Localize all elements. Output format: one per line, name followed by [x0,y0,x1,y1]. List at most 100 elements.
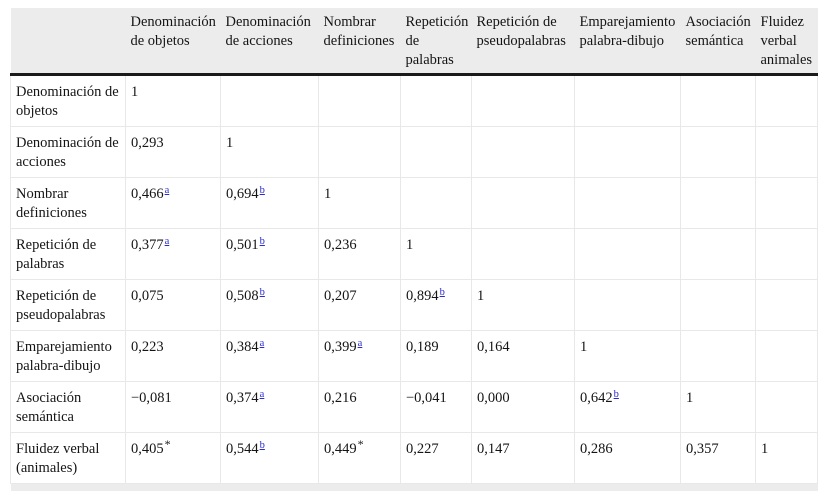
value-cell [575,280,681,331]
value-cell [472,75,575,127]
row-header: Denominación de objetos [11,75,126,127]
row-header: Repetición de pseudopalabras [11,280,126,331]
footnote-link-b[interactable]: b [260,236,265,247]
value-cell [472,127,575,178]
value-cell [756,127,818,178]
value-cell: 0,293 [126,127,221,178]
column-header: Asociación semántica [681,8,756,75]
value-cell [319,75,401,127]
value-cell: 0,894b [401,280,472,331]
value-cell [575,229,681,280]
footnote-link-b[interactable]: b [260,287,265,298]
column-header: Repetición de palabras [401,8,472,75]
value-cell: 0,357 [681,433,756,484]
value-cell: 0,189 [401,331,472,382]
column-header: Fluidez verbal animales [756,8,818,75]
footnote-link-a[interactable]: a [165,236,170,247]
value-cell [681,127,756,178]
value-cell: 1 [756,433,818,484]
footnote-link-b[interactable]: b [260,185,265,196]
value-cell [756,331,818,382]
value-cell: 0,236 [319,229,401,280]
value-cell: 0,466a [126,178,221,229]
column-header: Denominación de objetos [126,8,221,75]
value-cell [681,75,756,127]
footnote-link-b[interactable]: b [260,440,265,451]
value-cell [756,382,818,433]
value-cell: 0,544b [221,433,319,484]
value-cell: 0,399a [319,331,401,382]
value-cell [756,178,818,229]
value-cell: 0,164 [472,331,575,382]
value-cell: 0,207 [319,280,401,331]
value-cell [221,75,319,127]
row-header: Emparejamiento palabra-dibujo [11,331,126,382]
value-cell: −0,081 [126,382,221,433]
column-header: Emparejamiento palabra-dibujo [575,8,681,75]
value-cell [756,229,818,280]
table-footer [11,484,818,491]
row-header: Asociación semántica [11,382,126,433]
value-cell [401,127,472,178]
value-cell: 1 [221,127,319,178]
footnote-link-b[interactable]: b [614,389,619,400]
footnote-link-a[interactable]: a [260,338,265,349]
value-cell [681,229,756,280]
value-cell: 0,147 [472,433,575,484]
value-cell [575,178,681,229]
value-cell: 0,377a [126,229,221,280]
value-cell [681,178,756,229]
value-cell: 0,508b [221,280,319,331]
footnote-link-a[interactable]: a [358,338,363,349]
footnote-link-a[interactable]: a [260,389,265,400]
value-cell [575,127,681,178]
value-cell: −0,041 [401,382,472,433]
value-cell [319,127,401,178]
column-header: Nombrar definiciones [319,8,401,75]
row-header: Denominación de acciones [11,127,126,178]
value-cell: 0,286 [575,433,681,484]
footnote-link-a[interactable]: a [165,185,170,196]
value-cell [575,75,681,127]
value-cell: 0,449* [319,433,401,484]
value-cell [756,75,818,127]
significance-star: * [358,437,364,451]
value-cell: 1 [575,331,681,382]
table-footer-bar [11,484,818,491]
value-cell [756,280,818,331]
value-cell: 0,374a [221,382,319,433]
value-cell: 0,501b [221,229,319,280]
column-header: Repetición de pseudopalabras [472,8,575,75]
value-cell: 0,075 [126,280,221,331]
corner-cell [11,8,126,75]
significance-star: * [165,437,171,451]
row-header: Fluidez verbal (animales) [11,433,126,484]
footnote-link-b[interactable]: b [440,287,445,298]
value-cell: 0,405* [126,433,221,484]
value-cell: 0,000 [472,382,575,433]
value-cell: 1 [126,75,221,127]
value-cell [681,280,756,331]
value-cell: 1 [681,382,756,433]
value-cell: 1 [401,229,472,280]
value-cell [401,178,472,229]
value-cell: 1 [319,178,401,229]
value-cell: 0,216 [319,382,401,433]
value-cell: 1 [472,280,575,331]
value-cell [472,178,575,229]
value-cell [472,229,575,280]
value-cell: 0,384a [221,331,319,382]
value-cell: 0,223 [126,331,221,382]
value-cell: 0,227 [401,433,472,484]
